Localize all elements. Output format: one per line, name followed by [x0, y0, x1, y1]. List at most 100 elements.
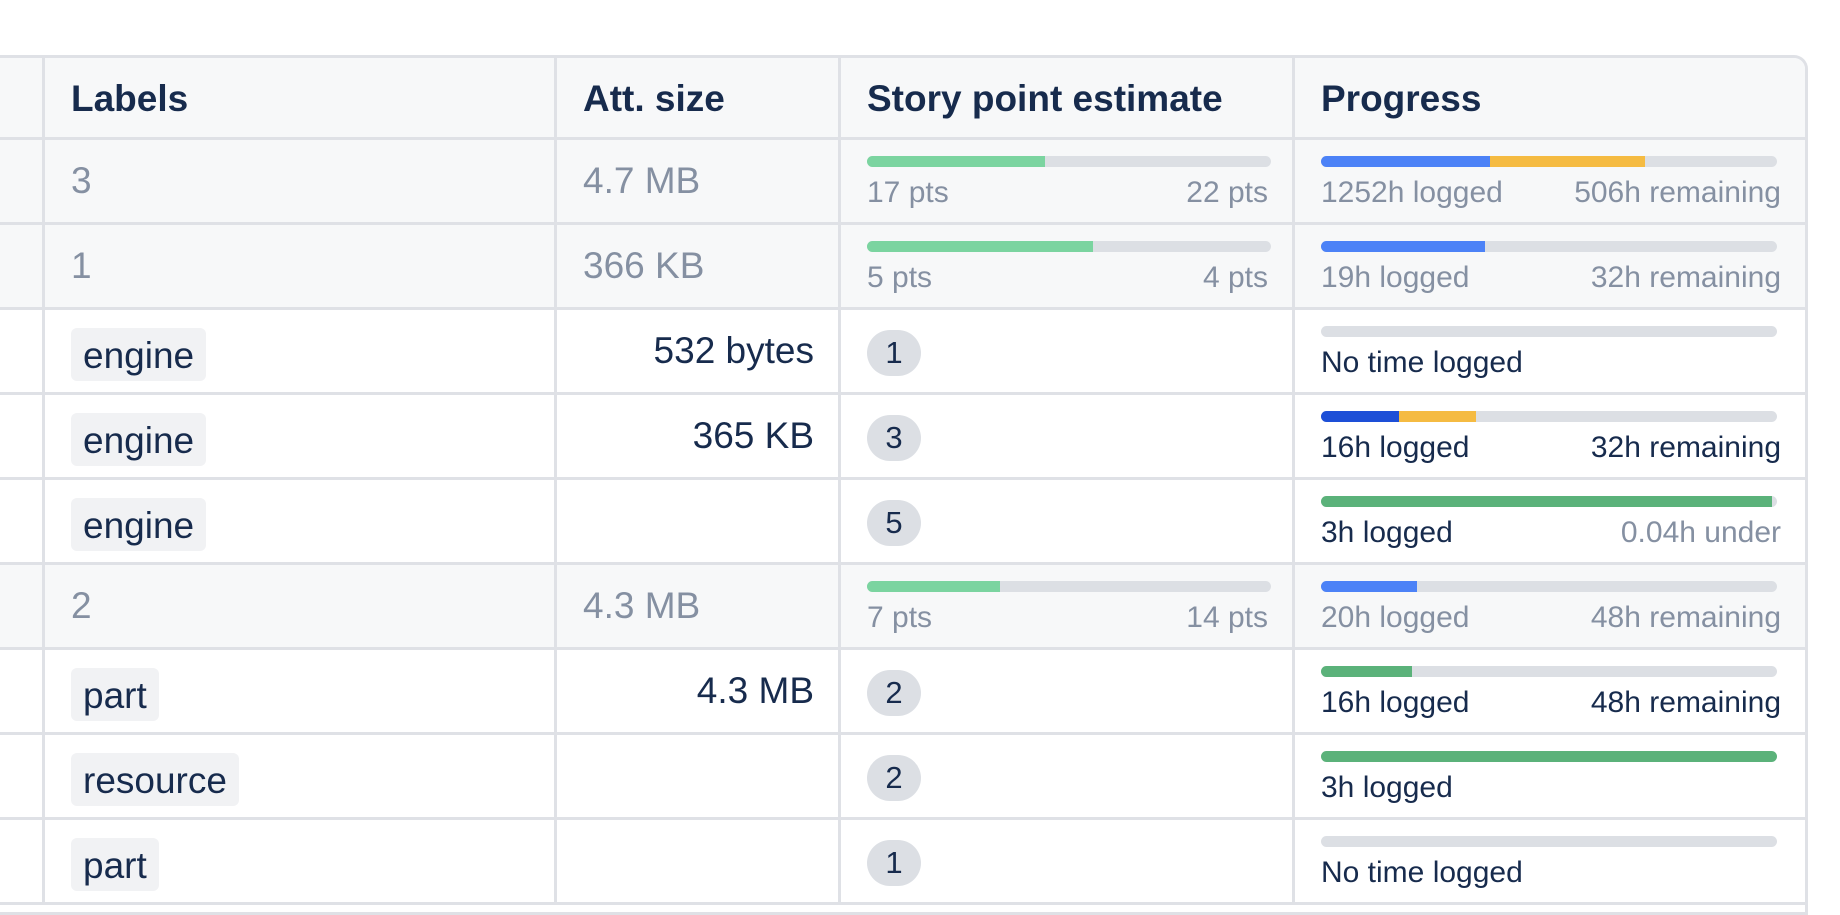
header-att-size[interactable]: Att. size	[557, 58, 841, 137]
labels-cell[interactable]: 3	[45, 140, 557, 222]
table-row[interactable]: engine 5 3h logged 0.04h under	[0, 480, 1805, 565]
att-size-value: 4.7 MB	[583, 160, 701, 201]
progress-bar	[1321, 411, 1777, 422]
header-cell-select	[0, 58, 45, 137]
header-labels[interactable]: Labels	[45, 58, 557, 137]
story-points-cell[interactable]: 2	[841, 650, 1295, 732]
table-row[interactable]: resource 2 3h logged	[0, 735, 1805, 820]
label-count: 3	[71, 160, 92, 201]
table-row[interactable]: part 1 No time logged	[0, 820, 1805, 905]
att-size-value: 365 KB	[692, 415, 814, 456]
progress-logged-segment	[1321, 666, 1413, 677]
progress-bar	[1321, 751, 1777, 762]
labels-cell[interactable]: engine	[45, 480, 557, 562]
row-gutter	[0, 480, 45, 562]
att-size-value: 4.3 MB	[696, 670, 814, 711]
story-points-badge[interactable]: 2	[867, 670, 921, 716]
progress-cell: 3h logged	[1295, 735, 1805, 817]
label-lozenge[interactable]: engine	[71, 328, 207, 381]
story-points-cell[interactable]: 1	[841, 820, 1295, 902]
progress-logged: 1252h logged	[1321, 176, 1503, 209]
progress-logged-segment	[1321, 411, 1399, 422]
progress-remaining: 32h remaining	[1590, 431, 1781, 464]
labels-cell[interactable]: part	[45, 820, 557, 902]
table-row[interactable]: 3 4.7 MB 17 pts 22 pts 1252h logged 506h…	[0, 140, 1805, 225]
label-lozenge[interactable]: part	[71, 668, 159, 721]
story-points-badge[interactable]: 1	[867, 330, 921, 376]
story-points-badge[interactable]: 5	[867, 500, 921, 546]
row-gutter	[0, 310, 45, 392]
row-gutter	[0, 650, 45, 732]
story-points-badge[interactable]: 2	[867, 755, 921, 801]
progress-cell: 19h logged 32h remaining	[1295, 225, 1805, 307]
progress-remaining: 48h remaining	[1590, 601, 1781, 634]
progress-cell: No time logged	[1295, 820, 1805, 902]
progress-logged: No time logged	[1321, 346, 1523, 379]
att-size-cell	[557, 820, 841, 902]
progress-bar	[1321, 581, 1777, 592]
labels-cell[interactable]: 2	[45, 565, 557, 647]
row-gutter	[0, 565, 45, 647]
issue-table: Labels Att. size Story point estimate Pr…	[0, 55, 1808, 915]
att-size-cell	[557, 480, 841, 562]
progress-remaining-segment	[1398, 411, 1477, 422]
progress-bar	[1321, 326, 1777, 337]
story-points-total: 14 pts	[1186, 601, 1268, 634]
progress-logged: 16h logged	[1321, 686, 1470, 719]
progress-cell: 16h logged 48h remaining	[1295, 650, 1805, 732]
story-points-done: 7 pts	[867, 601, 933, 634]
header-progress-text: Progress	[1321, 78, 1482, 119]
progress-logged-segment	[1321, 241, 1486, 252]
progress-logged: 3h logged	[1321, 771, 1453, 804]
att-size-value: 4.3 MB	[583, 585, 701, 626]
story-points-cell[interactable]: 2	[841, 735, 1295, 817]
row-gutter	[0, 140, 45, 222]
label-lozenge[interactable]: engine	[71, 498, 207, 551]
story-points-cell[interactable]: 1	[841, 310, 1295, 392]
progress-logged-segment	[1321, 581, 1417, 592]
table-row[interactable]: 2 4.3 MB 7 pts 14 pts 20h logged 48h rem…	[0, 565, 1805, 650]
progress-logged: 20h logged	[1321, 601, 1470, 634]
progress-remaining-segment	[1489, 156, 1645, 167]
progress-logged-segment	[1321, 751, 1777, 762]
label-count: 2	[71, 585, 92, 626]
labels-cell[interactable]: engine	[45, 310, 557, 392]
labels-cell[interactable]: part	[45, 650, 557, 732]
att-size-cell: 365 KB	[557, 395, 841, 477]
row-gutter	[0, 820, 45, 902]
story-points-bar	[867, 156, 1271, 167]
progress-cell: 1252h logged 506h remaining	[1295, 140, 1805, 222]
att-size-cell: 4.7 MB	[557, 140, 841, 222]
att-size-cell: 532 bytes	[557, 310, 841, 392]
header-labels-text: Labels	[71, 78, 189, 119]
story-points-badge[interactable]: 1	[867, 840, 921, 886]
label-lozenge[interactable]: part	[71, 838, 159, 891]
label-lozenge[interactable]: resource	[71, 753, 239, 806]
table-row[interactable]: engine 532 bytes 1 No time logged	[0, 310, 1805, 395]
progress-logged: No time logged	[1321, 856, 1523, 889]
story-points-cell[interactable]: 5	[841, 480, 1295, 562]
progress-cell: 20h logged 48h remaining	[1295, 565, 1805, 647]
table-row[interactable]: part 4.3 MB 2 16h logged 48h remaining	[0, 650, 1805, 735]
table-row[interactable]: engine 365 KB 3 16h logged 32h remaining	[0, 395, 1805, 480]
progress-remaining: 32h remaining	[1590, 261, 1781, 294]
story-points-total: 22 pts	[1186, 176, 1268, 209]
progress-cell: No time logged	[1295, 310, 1805, 392]
header-progress[interactable]: Progress	[1295, 58, 1805, 137]
labels-cell[interactable]: resource	[45, 735, 557, 817]
header-story-points[interactable]: Story point estimate	[841, 58, 1295, 137]
labels-cell[interactable]: engine	[45, 395, 557, 477]
progress-cell: 3h logged 0.04h under	[1295, 480, 1805, 562]
table-row[interactable]: 1 366 KB 5 pts 4 pts 19h logged 32h rema…	[0, 225, 1805, 310]
progress-bar	[1321, 836, 1777, 847]
story-points-done: 5 pts	[867, 261, 933, 294]
labels-cell[interactable]: 1	[45, 225, 557, 307]
progress-logged: 19h logged	[1321, 261, 1470, 294]
att-size-value: 532 bytes	[653, 330, 814, 371]
story-points-badge[interactable]: 3	[867, 415, 921, 461]
label-lozenge[interactable]: engine	[71, 413, 207, 466]
att-size-value: 366 KB	[583, 245, 705, 286]
row-gutter	[0, 735, 45, 817]
story-points-cell[interactable]: 3	[841, 395, 1295, 477]
progress-bar	[1321, 156, 1777, 167]
